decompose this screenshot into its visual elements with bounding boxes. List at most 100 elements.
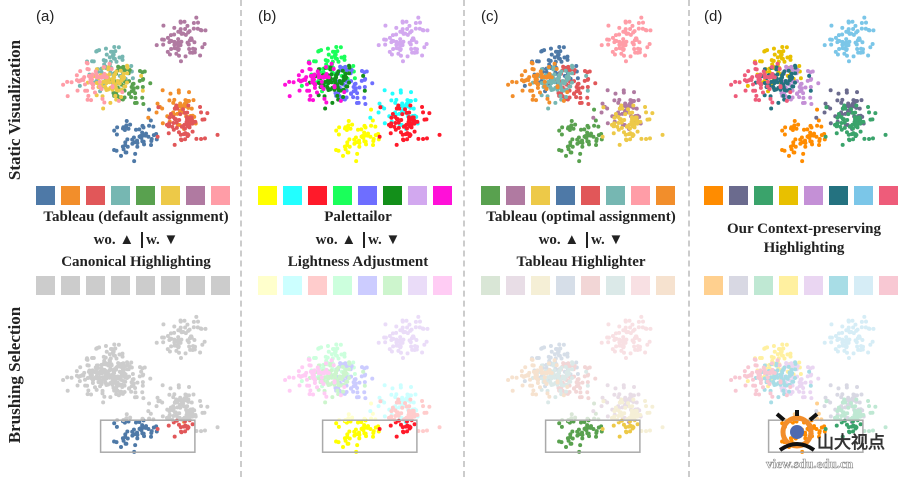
scatter-point — [548, 46, 553, 51]
scatter-point — [362, 423, 367, 428]
scatter-point — [334, 73, 339, 78]
scatter-point — [116, 98, 121, 103]
scatter-point — [545, 391, 550, 396]
scatter-point — [630, 23, 635, 28]
scatter-point — [856, 50, 861, 55]
scatter-point — [845, 411, 850, 416]
scatter-point — [405, 325, 410, 330]
scatter-point — [184, 98, 189, 103]
scatter-point — [621, 37, 626, 42]
scatter-point — [510, 375, 515, 380]
scatter-point — [195, 325, 200, 330]
scatter-point — [566, 125, 571, 130]
scatter-point — [394, 142, 399, 147]
scatter-point — [599, 404, 604, 409]
scatter-point — [636, 98, 641, 103]
scatter-point — [332, 78, 337, 83]
scatter-point — [400, 355, 405, 360]
scatter-point — [382, 88, 387, 93]
scatter-point — [109, 67, 114, 72]
brush-rectangle[interactable] — [544, 419, 641, 453]
scatter-point — [519, 73, 524, 78]
scatter-point — [347, 367, 352, 372]
scatter-point — [569, 123, 574, 128]
scatter-point — [346, 416, 351, 421]
scatter-point — [606, 23, 611, 28]
scatter-point — [632, 385, 637, 390]
scatter-point — [582, 78, 587, 83]
scatter-point — [549, 81, 554, 86]
scatter-point — [542, 379, 547, 384]
scatter-point — [575, 433, 580, 438]
scatter-point — [120, 54, 125, 59]
scatter-point — [412, 121, 417, 126]
scatter-point — [394, 32, 399, 37]
scatter-point — [363, 396, 368, 401]
scatter-point — [791, 140, 796, 145]
scatter-point — [561, 88, 566, 93]
scatter-point — [326, 382, 331, 387]
scatter-point — [562, 352, 567, 357]
scatter-point — [364, 142, 369, 147]
scatter-point — [382, 121, 387, 126]
palette-swatch — [606, 186, 625, 205]
scatter-point — [539, 371, 544, 376]
scatter-point — [323, 400, 328, 405]
scatter-point — [125, 63, 130, 68]
scatter-point — [410, 50, 415, 55]
scatter-point — [394, 106, 399, 111]
scatter-point — [617, 106, 622, 111]
scatter-point — [324, 394, 329, 399]
scatter-point — [191, 98, 196, 103]
scatter-point — [167, 52, 172, 57]
scatter-point — [407, 322, 412, 327]
scatter-point — [846, 27, 851, 32]
scatter-point — [389, 409, 394, 414]
scatter-point — [866, 104, 871, 109]
scatter-point — [539, 75, 544, 80]
scatter-point — [621, 385, 626, 390]
brush-rectangle[interactable] — [321, 419, 418, 453]
scatter-point — [533, 375, 538, 380]
scatter-point — [169, 47, 174, 52]
scatter-point — [116, 45, 121, 50]
scatter-point — [864, 319, 869, 324]
scatter-point — [758, 380, 763, 385]
scatter-point — [154, 110, 159, 115]
scatter-point — [424, 42, 429, 47]
scatter-point — [793, 367, 798, 372]
scatter-point — [570, 144, 575, 149]
scatter-point — [165, 333, 170, 338]
scatter-point — [593, 118, 598, 123]
scatter-point — [322, 96, 327, 101]
scatter-point — [408, 103, 413, 108]
scatter-point — [746, 374, 751, 379]
scatter-point — [203, 28, 208, 33]
scatter-point — [790, 379, 795, 384]
brush-rectangle[interactable] — [99, 419, 196, 453]
scatter-point — [89, 98, 94, 103]
scatter-point — [316, 75, 321, 80]
scatter-point — [411, 106, 416, 111]
brush-rectangle[interactable] — [767, 419, 864, 453]
scatter-point — [390, 112, 395, 117]
scatter-point — [181, 401, 186, 406]
scatter-point — [400, 405, 405, 410]
scatter-point — [530, 66, 535, 71]
scatter-point — [404, 122, 409, 127]
scatter-point — [140, 366, 145, 371]
scatter-point — [789, 64, 794, 69]
scatter-point — [355, 390, 360, 395]
scatter-point — [109, 49, 114, 54]
scatter-point — [784, 98, 789, 103]
scatter-point — [777, 363, 782, 368]
scatter-point — [788, 354, 793, 359]
scatter-point — [575, 76, 580, 81]
scatter-point — [622, 411, 627, 416]
scatter-point — [784, 88, 789, 93]
scatter-point — [548, 355, 553, 360]
scatter-point — [845, 118, 850, 123]
scatter-point — [807, 73, 812, 78]
scatter-point — [362, 85, 367, 90]
scatter-point — [410, 347, 415, 352]
